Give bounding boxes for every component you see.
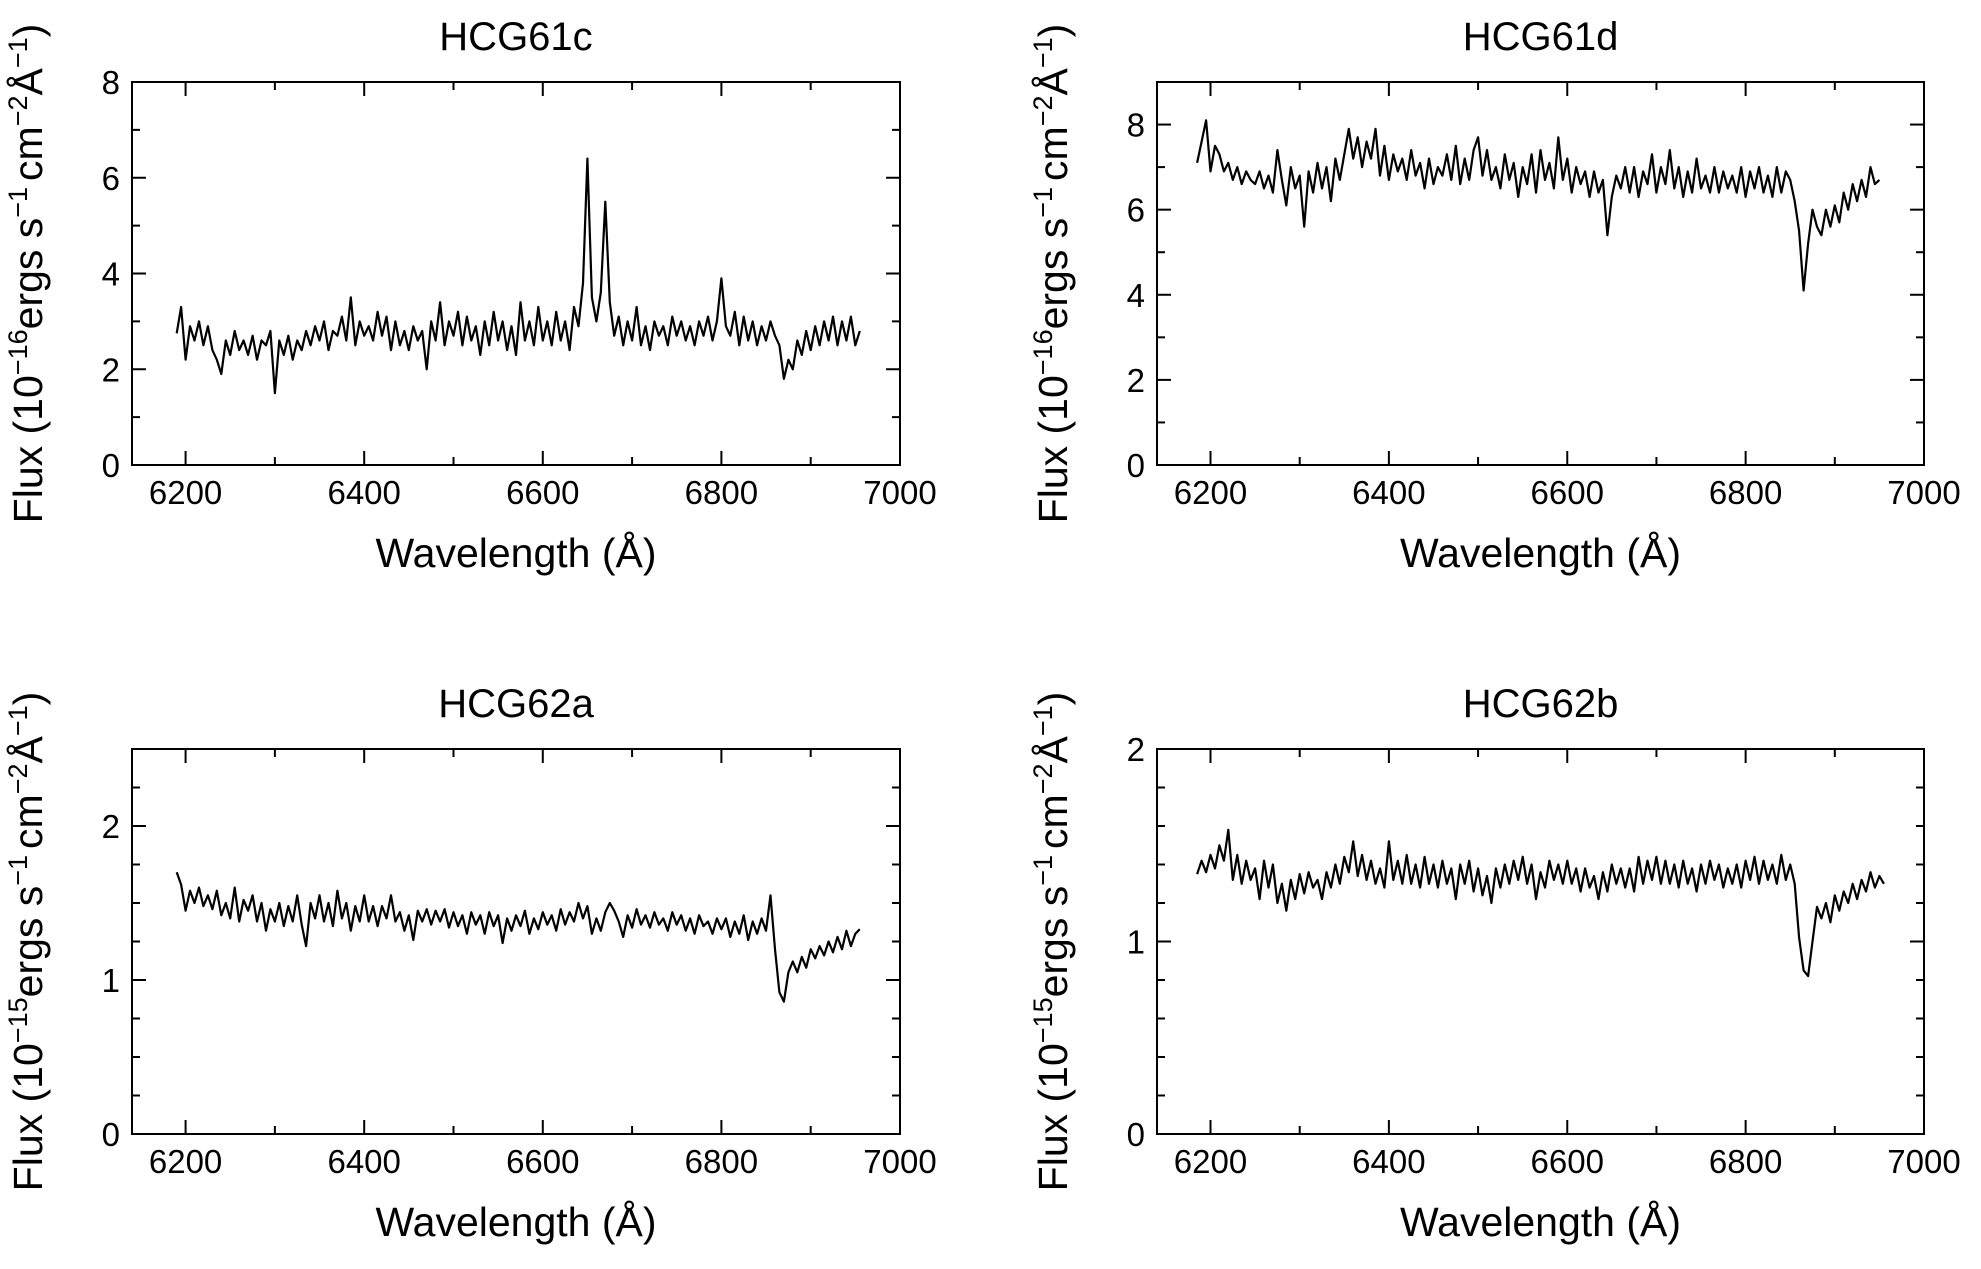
y-label-suffix: ) — [1030, 24, 1076, 38]
y-label-s-exponent: −1 — [1028, 855, 1058, 886]
x-tick-label: 6600 — [1531, 474, 1604, 511]
x-tick-label: 6400 — [1352, 1143, 1425, 1180]
y-label-s-exponent: −1 — [3, 187, 33, 218]
x-axis-label: Wavelength (Å) — [1400, 530, 1681, 576]
plot-frame — [131, 81, 901, 466]
y-tick-label: 2 — [1127, 362, 1145, 399]
chart-panel-hcg61d: 6200 6400 6600 6800 7000 0 2 4 6 8 HCG61d Wavelengt… — [1028, 15, 1961, 576]
y-tick-label: 4 — [102, 256, 120, 293]
y-label-units: ergs s — [1030, 886, 1076, 998]
y-label-prefix: Flux (10 — [1030, 375, 1076, 523]
y-tick-label: 4 — [1127, 277, 1145, 314]
y-label-exponent: −15 — [3, 997, 33, 1043]
x-tick-label: 6400 — [327, 1143, 400, 1180]
y-label-cm: cm — [5, 794, 51, 849]
chart-title: HCG62b — [1463, 682, 1619, 726]
plot-frame — [131, 748, 901, 1135]
y-axis-label: Flux (10−15ergs s−1cm−2Å−1) — [1028, 692, 1076, 1192]
y-axis-label: Flux (10−16ergs s−1cm−2Å−1) — [3, 24, 51, 524]
y-label-a-exponent: −1 — [3, 705, 33, 736]
y-tick-label: 0 — [102, 447, 120, 484]
x-tick-label: 7000 — [1887, 474, 1960, 511]
y-label-prefix: Flux (10 — [5, 1043, 51, 1191]
y-tick-label: 1 — [1127, 924, 1145, 961]
chart-panel-hcg61c: 6200 6400 6600 6800 7000 0 2 4 6 8 HCG61c Wavelengt… — [3, 15, 937, 576]
y-tick-label: 6 — [102, 160, 120, 197]
y-label-exponent: −16 — [1028, 329, 1058, 375]
y-label-s-exponent: −1 — [1028, 187, 1058, 218]
chart-title: HCG61c — [439, 15, 592, 59]
y-tick-label: 0 — [1127, 1116, 1145, 1153]
y-label-suffix: ) — [5, 24, 51, 38]
x-tick-label: 6600 — [506, 1143, 579, 1180]
x-tick-label: 7000 — [1887, 1143, 1960, 1180]
y-label-prefix: Flux (10 — [1030, 1043, 1076, 1191]
x-tick-label: 6600 — [1531, 1143, 1604, 1180]
y-tick-label: 8 — [1127, 107, 1145, 144]
y-tick-label: 1 — [102, 962, 120, 999]
y-label-cm: cm — [1030, 794, 1076, 849]
y-label-exponent: −15 — [1028, 997, 1058, 1043]
y-label-cm-exponent: −2 — [3, 763, 33, 794]
chart-panel-hcg62b: 6200 6400 6600 6800 7000 0 1 2 HCG62b Wavelength … — [1028, 682, 1961, 1245]
y-axis-label: Flux (10−15ergs s−1cm−2Å−1) — [3, 692, 51, 1192]
x-tick-label: 6200 — [1174, 474, 1247, 511]
y-label-exponent: −16 — [3, 329, 33, 375]
y-label-cm: cm — [1030, 126, 1076, 181]
series-line-hcg61d — [1196, 119, 1881, 292]
x-tick-label: 6200 — [1174, 1143, 1247, 1180]
y-tick-label: 2 — [1127, 731, 1145, 768]
y-label-angstrom: Å — [1030, 735, 1076, 763]
y-label-angstrom: Å — [1030, 67, 1076, 95]
x-tick-label: 6800 — [685, 474, 758, 511]
y-label-cm-exponent: −2 — [1028, 763, 1058, 794]
x-tick-label: 6800 — [1709, 474, 1782, 511]
x-axis-label: Wavelength (Å) — [1400, 1199, 1681, 1245]
y-label-units: ergs s — [5, 886, 51, 998]
y-tick-label: 0 — [102, 1116, 120, 1153]
x-tick-label: 7000 — [863, 1143, 936, 1180]
series-line-hcg61c — [175, 157, 861, 395]
y-label-prefix: Flux (10 — [5, 375, 51, 523]
y-tick-label: 0 — [1127, 447, 1145, 484]
y-label-cm-exponent: −2 — [1028, 95, 1058, 126]
y-label-suffix: ) — [5, 692, 51, 706]
chart-title: HCG62a — [438, 682, 594, 726]
x-axis-label: Wavelength (Å) — [375, 1199, 656, 1245]
chart-panel-hcg62a: 6200 6400 6600 6800 7000 0 1 2 HCG62a Wavelength … — [3, 682, 937, 1245]
x-tick-label: 6400 — [327, 474, 400, 511]
series-line-hcg62a — [175, 871, 861, 1003]
y-tick-label: 6 — [1127, 192, 1145, 229]
y-label-s-exponent: −1 — [3, 855, 33, 886]
y-label-a-exponent: −1 — [3, 37, 33, 68]
x-tick-label: 6200 — [149, 474, 222, 511]
x-tick-label: 6800 — [1709, 1143, 1782, 1180]
y-tick-label: 8 — [102, 64, 120, 101]
x-tick-label: 6800 — [685, 1143, 758, 1180]
y-axis-label: Flux (10−16ergs s−1cm−2Å−1) — [1028, 24, 1076, 524]
x-tick-label: 6600 — [506, 474, 579, 511]
y-tick-label: 2 — [102, 351, 120, 388]
x-tick-label: 7000 — [863, 474, 936, 511]
x-tick-label: 6200 — [149, 1143, 222, 1180]
y-label-a-exponent: −1 — [1028, 705, 1058, 736]
series-line-hcg62b — [1196, 828, 1885, 978]
x-axis-label: Wavelength (Å) — [375, 530, 656, 576]
y-label-angstrom: Å — [5, 735, 51, 763]
y-label-cm-exponent: −2 — [3, 95, 33, 126]
y-tick-label: 2 — [102, 808, 120, 845]
y-label-units: ergs s — [5, 218, 51, 330]
y-label-a-exponent: −1 — [1028, 37, 1058, 68]
x-tick-label: 6400 — [1352, 474, 1425, 511]
y-label-units: ergs s — [1030, 218, 1076, 330]
plot-frame — [1156, 748, 1925, 1135]
plot-frame — [1156, 81, 1925, 466]
chart-title: HCG61d — [1463, 15, 1619, 59]
y-label-angstrom: Å — [5, 67, 51, 95]
y-label-cm: cm — [5, 126, 51, 181]
y-label-suffix: ) — [1030, 692, 1076, 706]
